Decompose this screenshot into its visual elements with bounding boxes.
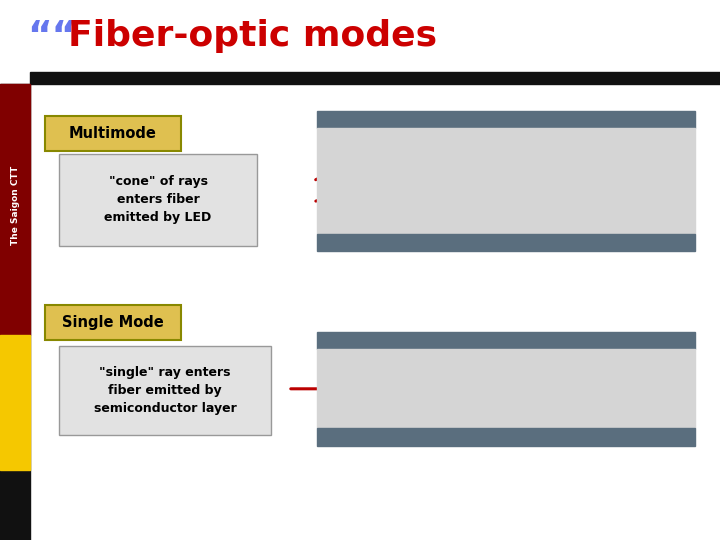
Bar xyxy=(0,84,30,540)
Bar xyxy=(317,349,695,428)
Bar xyxy=(317,111,695,128)
FancyBboxPatch shape xyxy=(45,305,181,340)
Bar xyxy=(30,72,720,84)
Text: Fiber-optic modes: Fiber-optic modes xyxy=(68,19,438,53)
Text: Single Mode: Single Mode xyxy=(62,315,164,330)
FancyBboxPatch shape xyxy=(59,346,271,435)
Bar xyxy=(317,128,695,234)
Text: The Saigon CTT: The Saigon CTT xyxy=(11,166,19,245)
Bar xyxy=(317,332,695,349)
Bar xyxy=(317,234,695,251)
FancyBboxPatch shape xyxy=(45,116,181,151)
Bar xyxy=(0,335,30,470)
Bar xyxy=(317,428,695,446)
Text: Multimode: Multimode xyxy=(69,126,157,141)
Bar xyxy=(0,84,30,335)
Text: "cone" of rays
enters fiber
emitted by LED: "cone" of rays enters fiber emitted by L… xyxy=(104,176,212,224)
FancyBboxPatch shape xyxy=(59,154,257,246)
Text: "single" ray enters
fiber emitted by
semiconductor layer: "single" ray enters fiber emitted by sem… xyxy=(94,366,237,415)
Text: ““: ““ xyxy=(27,19,76,55)
